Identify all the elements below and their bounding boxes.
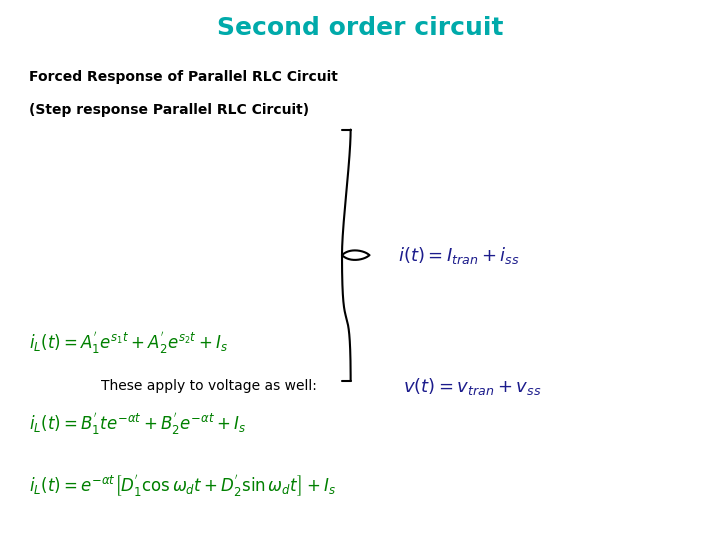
Text: $i_L(t) = e^{-\alpha t}\left[D_1^{'}\cos\omega_d t + D_2^{'}\sin\omega_d t\right: $i_L(t) = e^{-\alpha t}\left[D_1^{'}\cos… <box>29 473 336 499</box>
Text: $v(t) = v_{tran} + v_{ss}$: $v(t) = v_{tran} + v_{ss}$ <box>403 376 541 396</box>
Text: $i_L(t) = A_1^{'}e^{s_1t} + A_2^{'}e^{s_2t} + I_s$: $i_L(t) = A_1^{'}e^{s_1t} + A_2^{'}e^{s_… <box>29 330 228 356</box>
Text: $i(t) = I_{tran} + i_{ss}$: $i(t) = I_{tran} + i_{ss}$ <box>398 245 520 266</box>
Text: Second order circuit: Second order circuit <box>217 16 503 40</box>
Text: $i_L(t) = B_1^{'}te^{-\alpha t} + B_2^{'}e^{-\alpha t} + I_s$: $i_L(t) = B_1^{'}te^{-\alpha t} + B_2^{'… <box>29 411 246 437</box>
Text: (Step response Parallel RLC Circuit): (Step response Parallel RLC Circuit) <box>29 103 309 117</box>
Text: Forced Response of Parallel RLC Circuit: Forced Response of Parallel RLC Circuit <box>29 70 338 84</box>
Text: These apply to voltage as well:: These apply to voltage as well: <box>101 379 317 393</box>
